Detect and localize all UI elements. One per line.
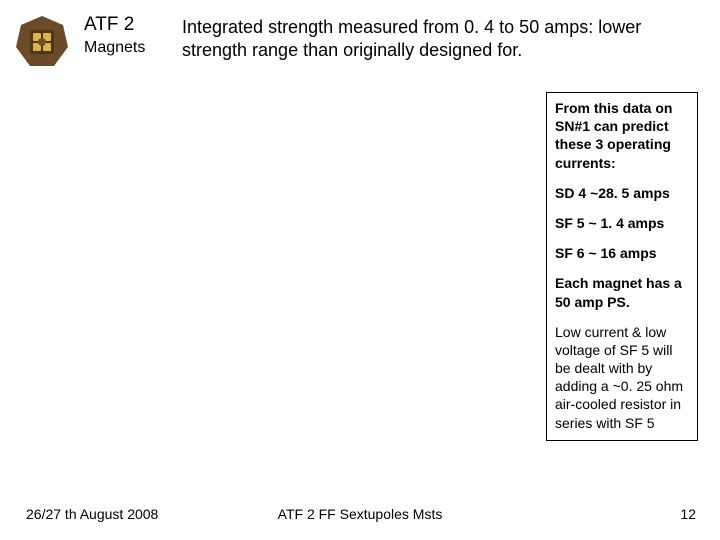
footer-page-number: 12	[680, 506, 696, 522]
prediction-box: From this data on SN#1 can predict these…	[546, 92, 698, 441]
sf5-line: SF 5 ~ 1. 4 amps	[555, 214, 689, 232]
logo-bore	[38, 38, 46, 46]
main-description: Integrated strength measured from 0. 4 t…	[182, 16, 652, 61]
note-line: Low current & low voltage of SF 5 will b…	[555, 323, 689, 432]
prediction-intro: From this data on SN#1 can predict these…	[555, 99, 689, 172]
ps-line: Each magnet has a 50 amp PS.	[555, 274, 689, 310]
footer-title: ATF 2 FF Sextupoles Msts	[278, 506, 443, 522]
slide: ATF 2 Magnets Integrated strength measur…	[0, 0, 720, 540]
title-block: ATF 2 Magnets	[84, 14, 145, 57]
sd4-line: SD 4 ~28. 5 amps	[555, 184, 689, 202]
footer-date: 26/27 th August 2008	[26, 506, 158, 522]
title-sub: Magnets	[84, 38, 145, 57]
magnet-logo-icon	[14, 14, 70, 70]
sf6-line: SF 6 ~ 16 amps	[555, 244, 689, 262]
title-main: ATF 2	[84, 14, 145, 36]
